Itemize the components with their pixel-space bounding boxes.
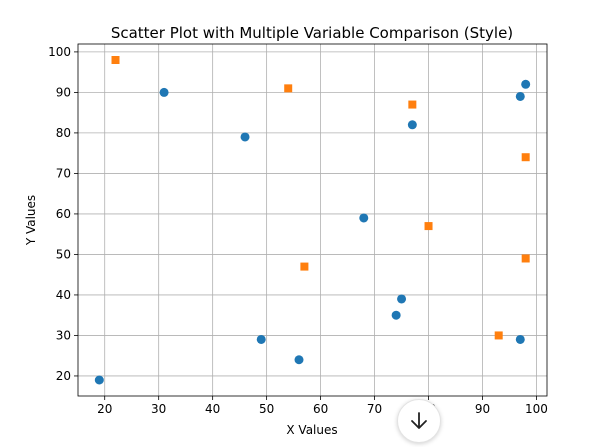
x-tick-label: 90 [475,402,490,416]
y-tick-label: 40 [56,288,71,302]
scatter-point-square [521,254,530,263]
scatter-point-circle [407,120,417,130]
scatter-point-circle [240,132,250,142]
x-tick-label: 50 [259,402,274,416]
x-axis-label: X Values [286,423,337,437]
scatter-point-circle [94,375,104,385]
scatter-point-circle [294,355,304,365]
scatter-point-circle [397,294,407,304]
scatter-point-circle [515,91,525,101]
scatter-point-circle [256,334,266,344]
x-tick-label: 100 [525,402,548,416]
scatter-point-circle [521,79,531,89]
x-tick-label: 70 [367,402,382,416]
scatter-point-square [284,84,293,93]
y-tick-label: 20 [56,369,71,383]
scatter-point-square [494,331,503,340]
y-tick-label: 50 [56,247,71,261]
scatter-point-square [521,153,530,162]
y-tick-label: 30 [56,328,71,342]
plot-frame [77,43,548,397]
y-tick-label: 80 [56,126,71,140]
grid [78,44,547,396]
data-points [94,56,531,385]
x-tick-label: 30 [151,402,166,416]
arrow-down-icon [411,412,427,429]
y-tick-label: 60 [56,207,71,221]
scatter-point-square [424,222,433,231]
y-tick-label: 100 [48,45,71,59]
x-tick-label: 20 [97,402,112,416]
y-tick-label: 90 [56,85,71,99]
y-axis-label: Y Values [24,195,38,246]
scatter-point-circle [391,310,401,320]
scatter-point-square [111,56,120,64]
x-tick-label: 60 [313,402,328,416]
scatter-point-square [408,100,417,109]
scroll-down-button[interactable] [397,399,441,443]
chart-title: Scatter Plot with Multiple Variable Comp… [111,24,513,42]
y-axis: 20 30 40 50 60 70 80 90 100 [48,45,78,383]
scatter-point-circle [159,87,169,97]
x-tick-label: 40 [205,402,220,416]
scatter-point-circle [515,334,525,344]
scatter-point-circle [359,213,369,223]
scatter-point-square [300,262,309,271]
y-tick-label: 70 [56,166,71,180]
